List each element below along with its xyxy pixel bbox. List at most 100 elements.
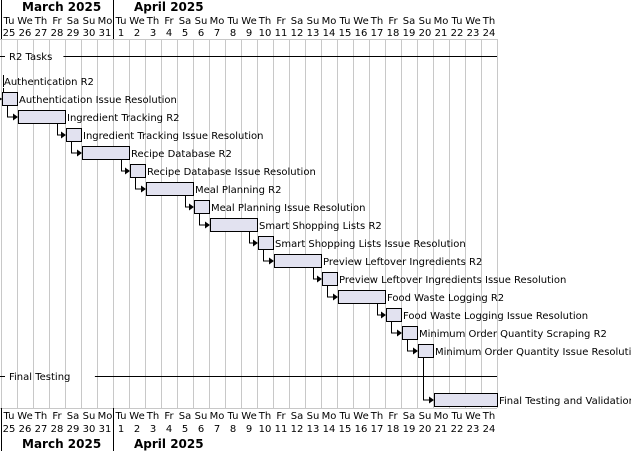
day-of-week-label: Fr <box>164 411 174 422</box>
arrow-head <box>125 167 130 175</box>
day-number-label: 9 <box>246 424 252 435</box>
day-number-label: 19 <box>403 28 416 39</box>
task-label: Minimum Order Quantity Scraping R2 <box>419 329 607 340</box>
day-number-label: 21 <box>435 28 448 39</box>
day-number-label: 25 <box>3 424 16 435</box>
day-of-week-label: Su <box>195 411 208 422</box>
day-of-week-label: Mo <box>98 16 113 27</box>
day-of-week-label: Su <box>83 411 96 422</box>
day-of-week-label: We <box>465 411 480 422</box>
task-bar <box>402 326 418 340</box>
day-number-label: 21 <box>435 424 448 435</box>
day-number-label: 19 <box>403 424 416 435</box>
arrow-head <box>429 396 434 404</box>
dependency-arrow <box>135 178 143 190</box>
day-of-week-label: Tu <box>339 411 351 422</box>
task-label: Final Testing and Validation <box>499 396 631 407</box>
task-bars: Authentication R2 Authentication Issue Re… <box>2 75 631 407</box>
arrow-head <box>0 97 2 101</box>
arrow-head <box>61 131 66 139</box>
day-of-week-label: Fr <box>164 16 174 27</box>
task-label: Ingredient Tracking R2 <box>67 113 180 124</box>
day-number-label: 17 <box>371 28 384 39</box>
task-label: Authentication R2 <box>4 77 94 88</box>
day-of-week-label: We <box>353 411 368 422</box>
day-number-label: 5 <box>182 424 188 435</box>
arrow-head <box>253 239 258 247</box>
day-number-label: 3 <box>150 28 156 39</box>
day-of-week-label: Tu <box>451 16 463 27</box>
task-label: Food Waste Logging R2 <box>387 293 504 304</box>
arrow-head <box>397 329 402 337</box>
day-of-week-label: Su <box>307 411 320 422</box>
task-bar <box>130 164 146 178</box>
day-number-label: 4 <box>166 424 172 435</box>
day-number-label: 10 <box>259 28 272 39</box>
day-of-week-label: Th <box>34 411 47 422</box>
day-number-label: 14 <box>323 424 336 435</box>
day-of-week-label: Tu <box>339 16 351 27</box>
task-bar <box>434 393 498 407</box>
day-number-label: 26 <box>19 28 32 39</box>
day-of-week-label: Th <box>146 16 159 27</box>
dependency-arrow <box>199 214 207 226</box>
day-number-label: 1 <box>118 28 124 39</box>
day-of-week-label: Mo <box>98 411 113 422</box>
dependency-arrow <box>263 250 271 262</box>
day-of-week-label: Mo <box>322 411 337 422</box>
day-number-label: 29 <box>67 424 80 435</box>
day-number-label: 11 <box>275 424 288 435</box>
task-label: Authentication Issue Resolution <box>19 95 177 106</box>
day-number-label: 14 <box>323 28 336 39</box>
day-number-label: 15 <box>339 28 352 39</box>
arrow-head <box>333 293 338 301</box>
day-of-week-label: Th <box>258 411 271 422</box>
month-label: April 2025 <box>134 437 204 451</box>
task-label: Recipe Database R2 <box>131 149 232 160</box>
day-of-week-label: We <box>17 411 32 422</box>
day-number-label: 16 <box>355 424 368 435</box>
dependency-arrow <box>7 106 15 118</box>
month-label: March 2025 <box>22 437 101 451</box>
day-of-week-label: Sa <box>403 16 415 27</box>
month-label: April 2025 <box>134 0 204 14</box>
section-separators: R2 Tasks Final Testing <box>0 52 497 383</box>
day-of-week-label: Fr <box>388 16 398 27</box>
day-number-label: 18 <box>387 28 400 39</box>
day-number-label: 2 <box>134 424 140 435</box>
arrow-head <box>77 149 82 157</box>
arrow-head <box>413 347 418 355</box>
day-of-week-label: Sa <box>291 16 303 27</box>
day-number-label: 7 <box>214 424 220 435</box>
day-number-label: 20 <box>419 424 432 435</box>
day-number-label: 22 <box>451 424 464 435</box>
day-number-label: 6 <box>198 28 204 39</box>
day-of-week-label: We <box>129 16 144 27</box>
day-of-week-label: Tu <box>227 16 239 27</box>
day-of-week-label: Su <box>195 16 208 27</box>
day-of-week-label: Sa <box>403 411 415 422</box>
day-number-label: 30 <box>83 424 96 435</box>
header-bottom: March 2025 April 2025Tu25We26Th27Fr28Sa29… <box>1 408 495 451</box>
task-label: Recipe Database Issue Resolution <box>147 167 316 178</box>
day-of-week-label: Sa <box>291 411 303 422</box>
day-of-week-label: Tu <box>115 411 127 422</box>
day-number-label: 24 <box>483 28 496 39</box>
task-bar <box>18 110 66 124</box>
day-number-label: 22 <box>451 28 464 39</box>
day-number-label: 27 <box>35 28 48 39</box>
day-grid <box>0 39 498 409</box>
header-top: March 2025 April 2025Tu25We26Th27Fr28Sa29… <box>1 0 496 39</box>
dependency-arrow <box>71 142 79 154</box>
day-number-label: 12 <box>291 28 304 39</box>
day-of-week-label: Sa <box>179 16 191 27</box>
day-number-label: 17 <box>371 424 384 435</box>
day-number-label: 11 <box>275 28 288 39</box>
task-bar <box>2 92 18 106</box>
day-number-label: 8 <box>230 28 236 39</box>
day-number-label: 13 <box>307 424 320 435</box>
month-label: March 2025 <box>22 0 101 14</box>
day-number-label: 10 <box>259 424 272 435</box>
day-of-week-label: Tu <box>451 411 463 422</box>
